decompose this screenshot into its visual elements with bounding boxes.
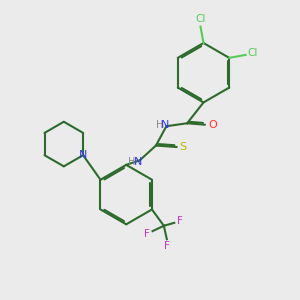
- Text: F: F: [164, 241, 170, 251]
- Text: N: N: [161, 120, 169, 130]
- Text: H: H: [156, 120, 164, 130]
- Text: Cl: Cl: [248, 48, 258, 59]
- Text: O: O: [208, 120, 217, 130]
- Text: Cl: Cl: [195, 14, 206, 24]
- Text: N: N: [79, 150, 87, 160]
- Text: F: F: [144, 229, 150, 238]
- Text: S: S: [180, 142, 187, 152]
- Text: N: N: [134, 157, 142, 167]
- Text: F: F: [177, 216, 182, 226]
- Text: H: H: [128, 157, 136, 167]
